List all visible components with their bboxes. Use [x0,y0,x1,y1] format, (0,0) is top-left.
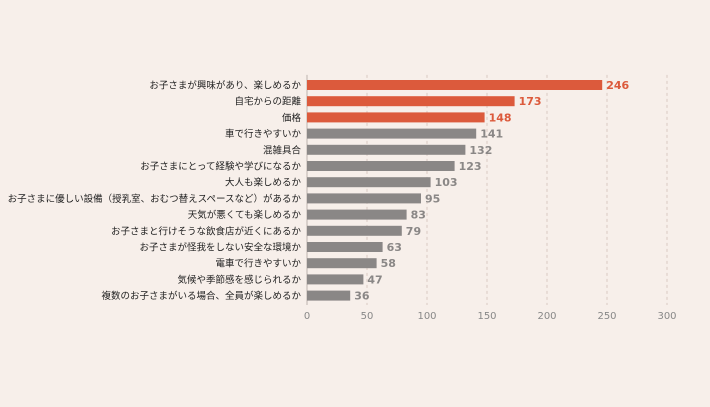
category-label-7: 大人も楽しめるか [225,177,302,189]
value-label-2: 173 [519,95,542,108]
x-tick-label-0: 0 [304,311,310,322]
value-label-9: 83 [411,209,426,222]
bar-6 [307,161,455,171]
bar-8 [307,193,421,204]
value-label-8: 95 [425,192,440,205]
category-label-3: 価格 [282,112,302,124]
category-label-9: 天気が悪くても楽しめるか [188,209,302,221]
value-label-5: 132 [469,144,492,157]
x-tick-label-200: 200 [537,311,556,322]
bar-1 [307,80,603,90]
category-label-12: 電車で行きやすいか [215,258,301,270]
bar-11 [307,242,383,252]
value-label-4: 141 [480,128,503,141]
category-label-6: お子さまにとって経験や学びになるか [140,161,301,173]
x-tick-label-100: 100 [417,311,436,322]
bar-2 [307,96,515,107]
grid-layer [306,74,668,305]
category-label-10: お子さまと行けそうな飲食店が近くにあるか [111,225,302,237]
value-label-14: 36 [354,290,370,303]
bar-10 [307,225,402,236]
category-label-8: お子さまに優しい設備（授乳室、おむつ替えスペースなど）があるか [8,193,302,205]
category-label-4: 車で行きやすいか [225,128,302,140]
bar-13 [307,274,364,285]
category-label-11: お子さまが怪我をしない安全な環境か [139,242,301,254]
value-label-11: 63 [387,241,402,254]
category-label-1: お子さまが興味があり、楽しめるか [149,80,301,92]
category-label-13: 気候や季節感を感じられるか [177,274,301,286]
category-label-2: 自宅からの距離 [234,96,301,108]
category-label-14: 複数のお子さまがいる場合、全員が楽しめるか [101,290,301,302]
x-tick-label-150: 150 [477,311,496,322]
value-label-3: 148 [489,111,512,124]
value-label-7: 103 [435,176,458,189]
label-layer: お子さまが興味があり、楽しめるか 246 自宅からの距離 173 価格 148 車で行きやす… [8,79,630,303]
value-label-12: 58 [381,257,396,270]
bar-5 [307,144,466,155]
bar-9 [307,209,407,220]
x-tick-label-250: 250 [597,311,616,322]
bar-3 [307,112,485,123]
value-label-10: 79 [406,225,421,238]
x-tick-label-50: 50 [361,311,374,322]
x-tick-label-300: 300 [657,311,676,322]
bar-4 [307,128,477,139]
bar-14 [307,290,351,301]
value-label-13: 47 [367,273,382,286]
bar-12 [307,258,377,269]
x-axis-ticks: 0 50 100 150 200 250 300 [304,311,677,322]
category-label-5: 混雑具合 [263,144,302,156]
bar-7 [307,177,431,188]
value-label-1: 246 [606,79,629,92]
value-label-6: 123 [459,160,482,173]
bar-layer [307,80,603,301]
